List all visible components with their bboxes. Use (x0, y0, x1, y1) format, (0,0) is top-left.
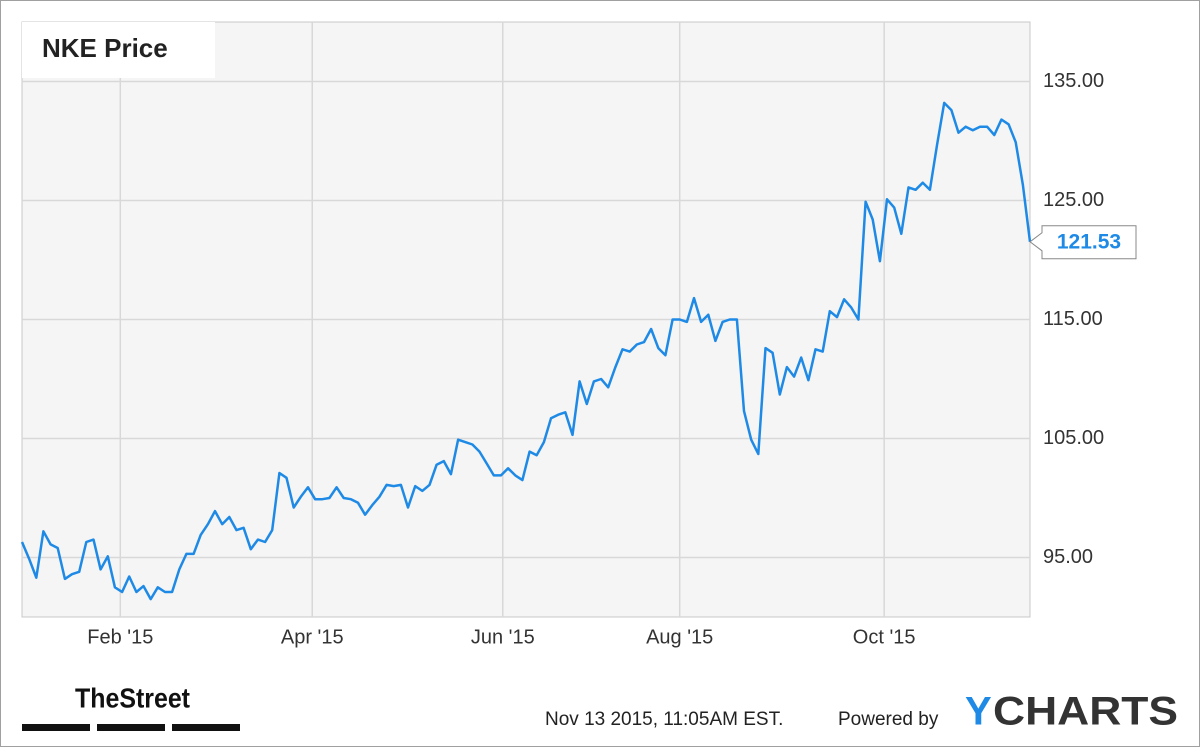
grid (22, 22, 1030, 617)
logo-bar (97, 724, 165, 731)
x-tick-label: Feb '15 (87, 626, 153, 648)
y-tick-label: 115.00 (1043, 308, 1103, 330)
x-tick-label: Apr '15 (281, 626, 344, 648)
source-logo: TheStreet (75, 682, 190, 713)
y-tick-label: 135.00 (1043, 70, 1104, 92)
brand-name: CHARTS (993, 690, 1178, 734)
brand-y: Y (965, 690, 992, 734)
timestamp: Nov 13 2015, 11:05AM EST. (545, 709, 783, 730)
marks (20, 101, 1032, 601)
y-tick-label: 125.00 (1043, 189, 1104, 211)
logo-bar (22, 724, 90, 731)
powered-by: Powered by (838, 709, 939, 730)
logo-bar (172, 724, 240, 731)
last-value-box (1029, 225, 1137, 260)
last-value-label: 121.53 (1057, 230, 1121, 253)
y-tick-label: 95.00 (1043, 546, 1093, 568)
x-tick-label: Oct '15 (853, 626, 916, 648)
title-box (22, 22, 215, 78)
chart-title: NKE Price (42, 33, 168, 63)
x-tick-label: Jun '15 (471, 626, 535, 648)
y-tick-label: 105.00 (1043, 427, 1104, 449)
price-line (20, 101, 1032, 601)
x-tick-label: Aug '15 (646, 626, 713, 648)
